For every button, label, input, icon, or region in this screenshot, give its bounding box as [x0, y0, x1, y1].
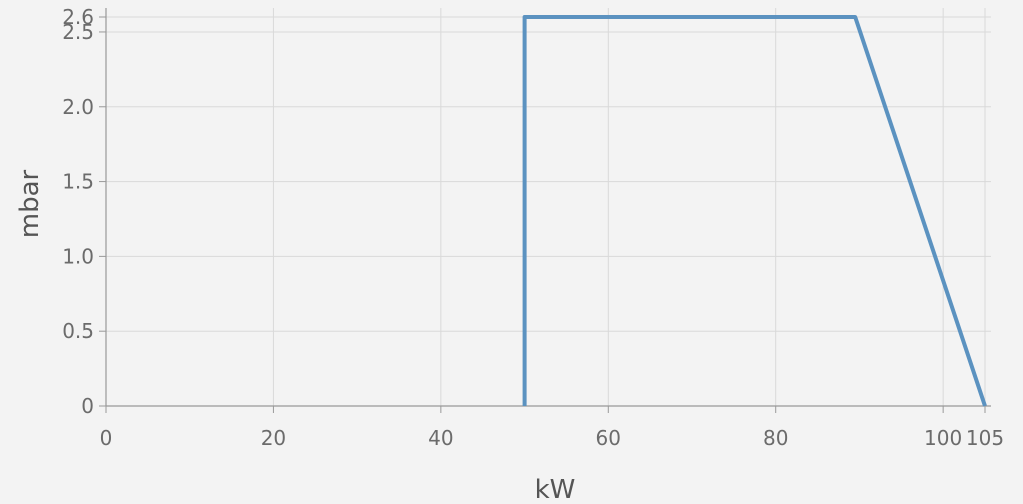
- series: [522, 15, 987, 407]
- axes: [99, 8, 991, 413]
- x-tick-label: 105: [966, 426, 1004, 450]
- tick-labels: 0 20 40 60 80 100 105 0 0.5 1.0 1.5 2.0 2.52.6: [62, 5, 1004, 450]
- x-tick-label: 40: [428, 426, 453, 450]
- grid: [106, 8, 991, 406]
- y-tick-label: 2.0: [62, 95, 94, 119]
- x-tick-label: 20: [261, 426, 286, 450]
- y-tick-label: 2.6: [62, 5, 94, 29]
- x-tick-label: 60: [596, 426, 621, 450]
- y-tick-label: 0.5: [62, 319, 94, 343]
- y-tick-label: 2.5: [62, 20, 94, 44]
- plot-background: [106, 8, 991, 408]
- y-axis-label: mbar: [15, 169, 45, 238]
- y-tick-label: 1.5: [62, 170, 94, 194]
- y-tick-label: 0: [81, 394, 94, 418]
- series-line: [522, 15, 987, 407]
- x-tick-label: 0: [100, 426, 113, 450]
- x-tick-label: 80: [763, 426, 788, 450]
- x-axis-label: kW: [535, 475, 576, 504]
- x-tick-label: 100: [924, 426, 962, 450]
- y-tick-label: 1.0: [62, 244, 94, 268]
